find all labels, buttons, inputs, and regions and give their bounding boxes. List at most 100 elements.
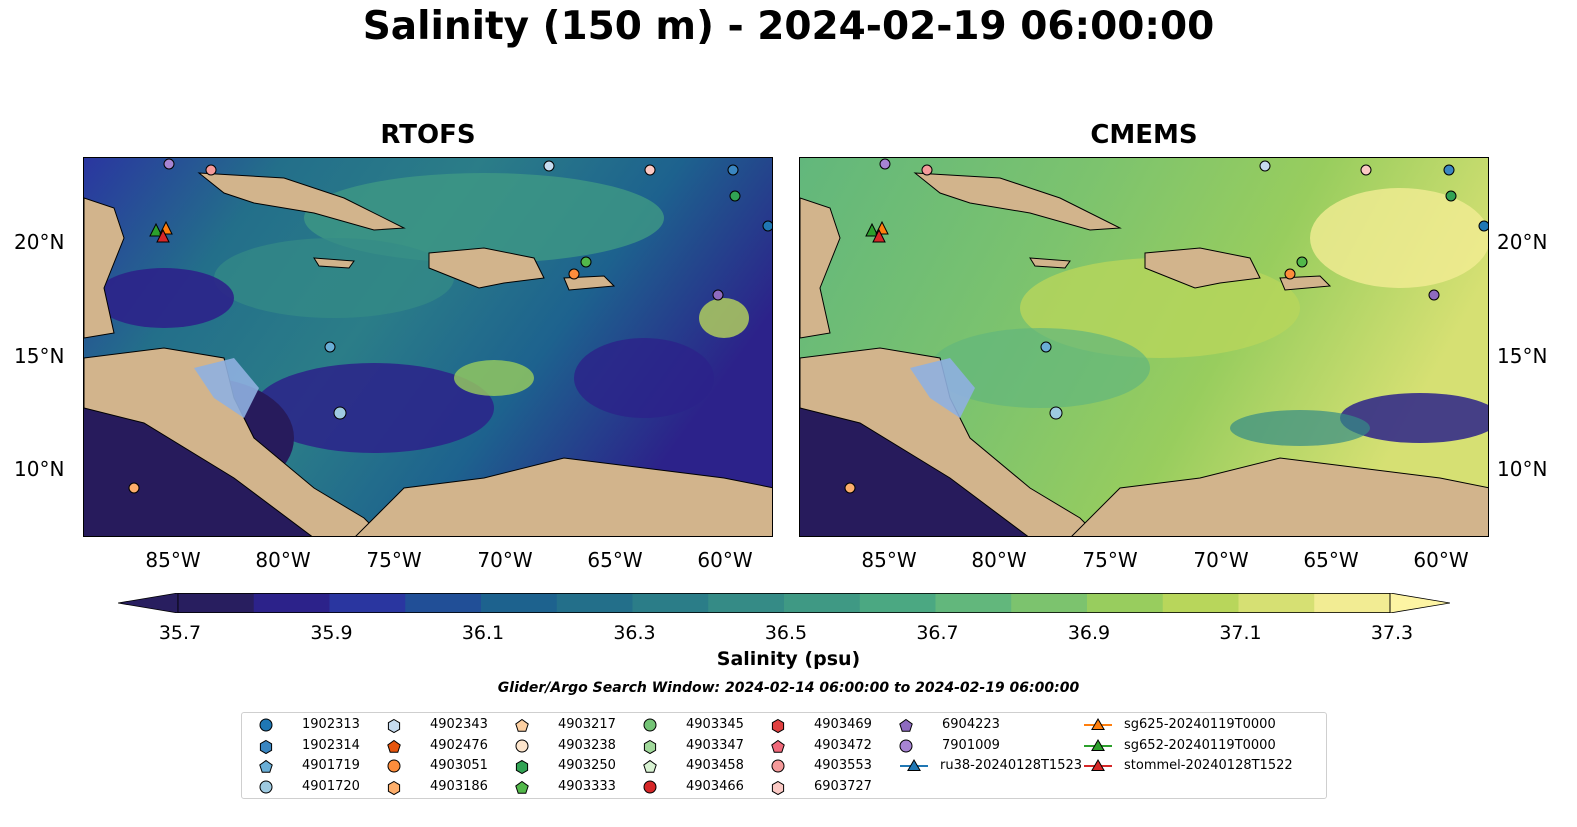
colorbar-segment bbox=[1238, 593, 1315, 613]
legend-label: 7901009 bbox=[942, 737, 1000, 753]
colorbar-tick-5: 36.7 bbox=[916, 622, 959, 644]
legend-marker-circle-icon bbox=[259, 718, 273, 732]
legend-label: 6904223 bbox=[942, 717, 1000, 732]
ytick-right-0: 20°N bbox=[1497, 230, 1548, 254]
panel-title-cmems: CMEMS bbox=[1090, 120, 1198, 150]
legend-label: 4903345 bbox=[686, 717, 744, 732]
ytick-left-0: 20°N bbox=[14, 230, 65, 254]
legend-marker-hexagon-icon bbox=[771, 780, 785, 795]
legend-label: 4902343 bbox=[430, 717, 488, 732]
xtick-left-1: 80°W bbox=[255, 548, 311, 572]
legend-marker-circle-icon bbox=[515, 739, 529, 752]
legend-label: 4903238 bbox=[558, 737, 616, 753]
colorbar-segment bbox=[481, 593, 558, 613]
legend-label: 4903186 bbox=[430, 778, 488, 794]
legend-label: 4901719 bbox=[302, 758, 360, 773]
legend-marker-circle-icon bbox=[899, 739, 913, 752]
map-cmems bbox=[799, 157, 1489, 537]
colorbar-segment bbox=[1162, 593, 1239, 613]
xtick-left-3: 70°W bbox=[477, 548, 533, 572]
colorbar-label: Salinity (psu) bbox=[716, 648, 861, 670]
legend-label: 1902313 bbox=[302, 717, 360, 732]
legend-marker-circle-icon bbox=[387, 759, 401, 773]
ytick-right-1: 15°N bbox=[1497, 344, 1548, 368]
ytick-right-2: 10°N bbox=[1497, 457, 1548, 481]
search-window-text: Glider/Argo Search Window: 2024-02-14 06… bbox=[497, 680, 1080, 696]
colorbar-segment bbox=[859, 593, 936, 613]
colorbar-segment bbox=[1087, 593, 1164, 613]
xtick-left-0: 85°W bbox=[145, 548, 201, 572]
colorbar-extend-high bbox=[1389, 593, 1450, 613]
legend-label: 4903469 bbox=[814, 717, 872, 732]
colorbar-tick-7: 37.1 bbox=[1219, 622, 1262, 644]
colorbar-tick-8: 37.3 bbox=[1370, 622, 1414, 644]
map-rtofs bbox=[83, 157, 773, 537]
colorbar-segment bbox=[784, 593, 861, 613]
legend-marker-pentagon-icon bbox=[643, 759, 657, 773]
xtick-right-3: 70°W bbox=[1193, 548, 1249, 572]
legend-label: 4903458 bbox=[686, 758, 744, 773]
colorbar-segment bbox=[632, 593, 709, 613]
legend-label: 4903472 bbox=[814, 737, 872, 753]
colorbar-tick-1: 35.9 bbox=[310, 622, 353, 644]
legend-marker-hexagon-icon bbox=[771, 718, 785, 734]
legend-label: ru38-20240128T1523 bbox=[940, 758, 1083, 773]
xtick-right-0: 85°W bbox=[861, 548, 917, 572]
legend-label: 4901720 bbox=[302, 778, 360, 794]
legend-marker-hexagon-icon bbox=[387, 780, 401, 795]
legend-label: stommel-20240128T1522 bbox=[1124, 758, 1293, 773]
legend-label: 4903217 bbox=[558, 717, 616, 732]
legend-marker-pentagon-icon bbox=[515, 780, 529, 794]
legend-label: 4903051 bbox=[430, 758, 488, 773]
legend-label: 6903727 bbox=[814, 778, 872, 794]
colorbar-tick-6: 36.9 bbox=[1067, 622, 1111, 644]
legend-marker-pentagon-icon bbox=[515, 718, 529, 732]
colorbar-segment bbox=[405, 593, 482, 613]
figure-title: Salinity (150 m) - 2024-02-19 06:00:00 bbox=[362, 4, 1215, 49]
colorbar-segment bbox=[935, 593, 1012, 613]
legend-marker-hexagon-icon bbox=[259, 739, 273, 754]
legend: 1902313 1902314 4901719 4901720 4902343 49024… bbox=[241, 712, 1327, 799]
colorbar-segment bbox=[1314, 593, 1391, 613]
colorbar-extend-low bbox=[118, 593, 179, 613]
legend-marker-triangle-line-icon bbox=[1084, 718, 1112, 730]
legend-label: 4903333 bbox=[558, 778, 616, 794]
colorbar-segment bbox=[329, 593, 406, 613]
ytick-left-1: 15°N bbox=[14, 344, 65, 368]
xtick-right-4: 65°W bbox=[1303, 548, 1359, 572]
xtick-right-1: 80°W bbox=[971, 548, 1027, 572]
legend-marker-pentagon-icon bbox=[259, 759, 273, 773]
xtick-right-5: 60°W bbox=[1413, 548, 1469, 572]
xtick-right-2: 75°W bbox=[1082, 548, 1138, 572]
legend-marker-triangle-line-icon bbox=[1084, 759, 1112, 771]
legend-marker-pentagon-icon bbox=[771, 739, 785, 753]
colorbar-tick-0: 35.7 bbox=[158, 622, 202, 644]
legend-label: 4903553 bbox=[814, 758, 872, 773]
colorbar bbox=[118, 593, 1450, 613]
colorbar-segment bbox=[556, 593, 633, 613]
legend-marker-circle-icon bbox=[643, 718, 657, 732]
legend-label: sg625-20240119T0000 bbox=[1124, 717, 1276, 732]
legend-label: 4903250 bbox=[558, 758, 616, 773]
legend-marker-hexagon-icon bbox=[643, 739, 657, 754]
legend-marker-pentagon-icon bbox=[899, 718, 913, 732]
legend-marker-pentagon-icon bbox=[387, 739, 401, 753]
xtick-left-4: 65°W bbox=[587, 548, 643, 572]
legend-label: 4903466 bbox=[686, 778, 744, 794]
ytick-left-2: 10°N bbox=[14, 457, 65, 481]
colorbar-tick-2: 36.1 bbox=[461, 622, 505, 644]
legend-marker-circle-icon bbox=[771, 759, 785, 773]
colorbar-segment bbox=[708, 593, 785, 613]
colorbar-segment bbox=[253, 593, 330, 613]
xtick-left-5: 60°W bbox=[697, 548, 753, 572]
colorbar-tick-4: 36.5 bbox=[764, 622, 808, 644]
legend-marker-circle-icon bbox=[643, 780, 657, 793]
legend-label: 4903347 bbox=[686, 737, 744, 753]
legend-marker-hexagon-icon bbox=[515, 759, 529, 775]
legend-marker-triangle-line-icon bbox=[1084, 738, 1112, 751]
xtick-left-2: 75°W bbox=[366, 548, 422, 572]
legend-marker-circle-icon bbox=[259, 780, 273, 793]
legend-marker-triangle-line-icon bbox=[900, 759, 928, 771]
legend-label: 1902314 bbox=[302, 737, 360, 753]
legend-label: 4902476 bbox=[430, 737, 488, 753]
